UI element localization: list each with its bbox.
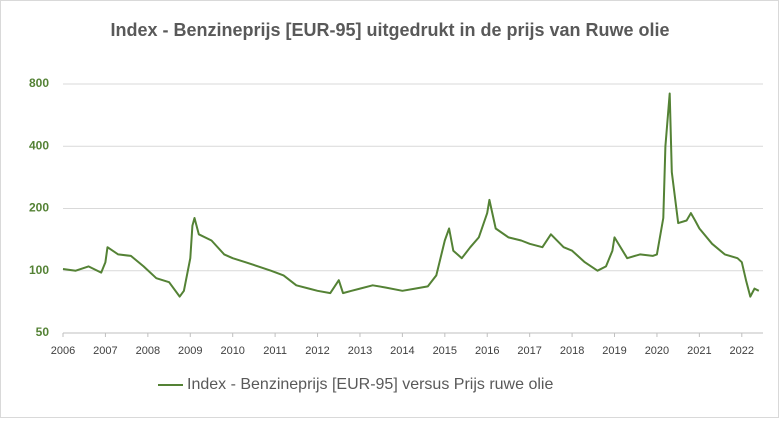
x-tick-label: 2008 xyxy=(136,345,160,357)
x-tick-label: 2021 xyxy=(687,345,711,357)
x-tick-label: 2006 xyxy=(51,345,75,357)
x-tick-label: 2017 xyxy=(517,345,541,357)
x-tick-label: 2022 xyxy=(730,345,754,357)
x-tick-label: 2013 xyxy=(348,345,372,357)
x-tick-label: 2018 xyxy=(560,345,584,357)
y-tick-label: 400 xyxy=(29,138,49,152)
y-tick-label: 800 xyxy=(29,76,49,90)
x-tick-label: 2012 xyxy=(305,345,329,357)
x-tick-label: 2019 xyxy=(602,345,626,357)
x-tick-label: 2009 xyxy=(178,345,202,357)
y-tick-label: 50 xyxy=(36,325,50,339)
x-tick-label: 2007 xyxy=(93,345,117,357)
x-tick-label: 2010 xyxy=(220,345,244,357)
series-line xyxy=(62,92,760,298)
x-tick-label: 2015 xyxy=(433,345,457,357)
chart-title: Index - Benzineprijs [EUR-95] uitgedrukt… xyxy=(110,20,669,40)
legend-label: Index - Benzineprijs [EUR-95] versus Pri… xyxy=(187,376,553,393)
x-tick-label: 2014 xyxy=(390,345,414,357)
x-tick-label: 2011 xyxy=(263,345,287,357)
y-tick-label: 200 xyxy=(29,201,49,215)
x-tick-label: 2020 xyxy=(645,345,669,357)
y-tick-label: 100 xyxy=(29,263,49,277)
x-tick-label: 2016 xyxy=(475,345,499,357)
